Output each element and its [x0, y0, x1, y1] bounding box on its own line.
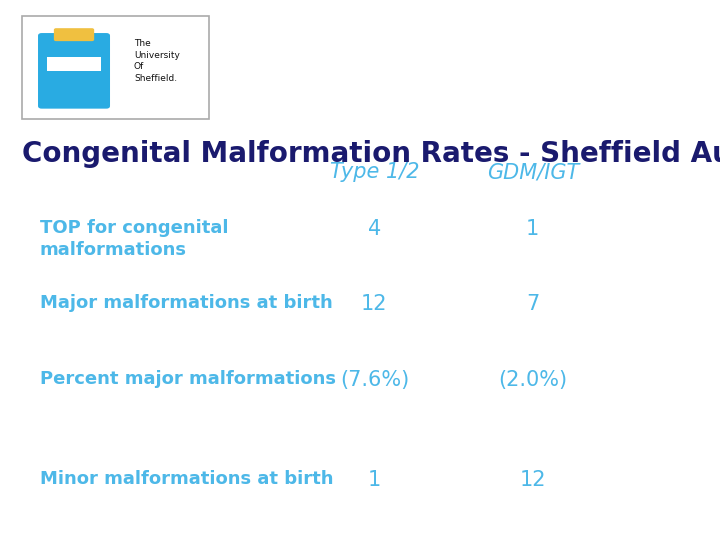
Text: Congenital Malformation Rates - Sheffield Audit: Congenital Malformation Rates - Sheffiel…: [22, 140, 720, 168]
Text: 4: 4: [368, 219, 381, 239]
Text: 1: 1: [368, 470, 381, 490]
Text: GDM/IGT: GDM/IGT: [487, 162, 579, 182]
FancyBboxPatch shape: [22, 16, 209, 119]
Text: Major malformations at birth: Major malformations at birth: [40, 294, 333, 312]
Text: 12: 12: [361, 294, 387, 314]
FancyBboxPatch shape: [54, 28, 94, 41]
Text: (7.6%): (7.6%): [340, 370, 409, 390]
Text: The
University
Of
Sheffield.: The University Of Sheffield.: [134, 39, 180, 83]
Text: TOP for congenital
malformations: TOP for congenital malformations: [40, 219, 228, 259]
Text: 12: 12: [520, 470, 546, 490]
Text: 7: 7: [526, 294, 539, 314]
Text: Type 1/2: Type 1/2: [330, 162, 419, 182]
Text: 1: 1: [526, 219, 539, 239]
Text: (2.0%): (2.0%): [498, 370, 567, 390]
Text: Minor malformations at birth: Minor malformations at birth: [40, 470, 333, 488]
FancyBboxPatch shape: [38, 33, 110, 109]
FancyBboxPatch shape: [47, 57, 102, 71]
Text: Percent major malformations: Percent major malformations: [40, 370, 336, 388]
